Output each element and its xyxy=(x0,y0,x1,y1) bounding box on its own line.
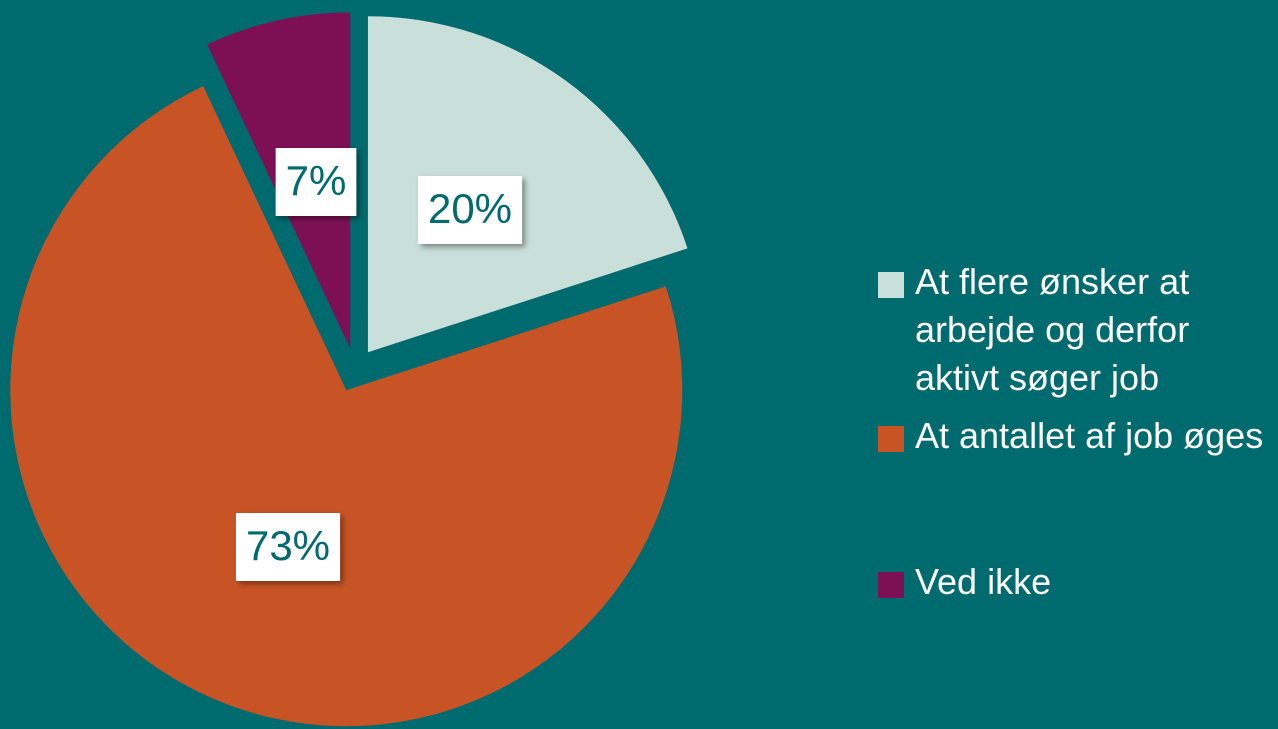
pie-slice xyxy=(10,86,683,727)
data-label-box xyxy=(417,176,523,244)
legend-item: Ved ikke xyxy=(878,558,1273,606)
legend-swatch xyxy=(878,426,904,452)
legend-item: At flere ønsker at arbejde og derfor akt… xyxy=(878,258,1273,402)
legend-label: At flere ønsker at arbejde og derfor akt… xyxy=(915,261,1190,398)
data-label: 73% xyxy=(235,513,341,581)
legend-item: At antallet af job øges xyxy=(878,412,1273,460)
data-label-box xyxy=(235,513,341,581)
legend-label: At antallet af job øges xyxy=(915,415,1264,456)
legend-swatch xyxy=(878,272,904,298)
data-label: 7% xyxy=(275,148,357,216)
data-label-text: 20% xyxy=(428,185,512,232)
legend-label: Ved ikke xyxy=(915,561,1052,602)
data-label: 20% xyxy=(417,176,523,244)
legend-swatch xyxy=(878,572,904,598)
data-label-box xyxy=(275,148,357,216)
data-label-text: 7% xyxy=(286,157,347,204)
data-label-text: 73% xyxy=(246,522,330,569)
pie-slice xyxy=(367,16,688,353)
